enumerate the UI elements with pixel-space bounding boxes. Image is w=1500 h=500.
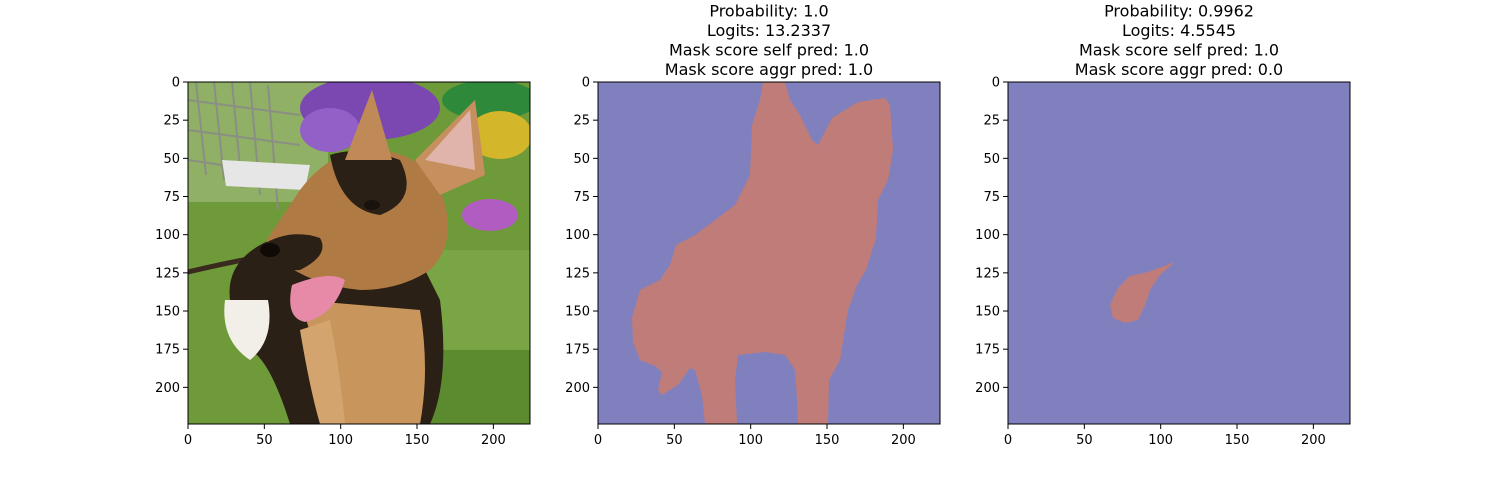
title-line: Mask score aggr pred: 1.0 [665,60,873,79]
mask-background [1008,82,1350,424]
y-tick-label: 75 [163,190,180,205]
x-tick-label: 100 [738,433,763,448]
title-line: Mask score aggr pred: 0.0 [1075,60,1283,79]
y-tick-label: 200 [155,381,180,396]
x-tick-label: 50 [1076,433,1093,448]
panel-mask-tongue-axes: 0 50 100 150 200 0 25 50 75 100 125 150 175 200 [975,76,1326,449]
y-tick-label: 200 [565,381,590,396]
title-line: Mask score self pred: 1.0 [1079,41,1279,60]
y-tick-label: 100 [975,228,1000,243]
title-line: Logits: 4.5545 [1122,21,1236,40]
y-tick-label: 175 [565,343,590,358]
y-tick-label: 50 [983,152,1000,167]
dog-mask-image [598,82,940,424]
tongue-mask-region [1110,262,1175,323]
x-tick-label: 150 [1225,433,1250,448]
y-tick-label: 25 [573,114,590,129]
x-tick-label: 100 [328,433,353,448]
y-tick-label: 75 [983,190,1000,205]
y-tick-label: 200 [975,381,1000,396]
y-tick-label: 100 [565,228,590,243]
y-tick-label: 150 [975,305,1000,320]
x-tick-label: 200 [1301,433,1326,448]
y-tick-label: 125 [565,266,590,281]
y-tick-label: 50 [163,152,180,167]
y-tick-label: 125 [155,266,180,281]
panel-mask-dog-frame [597,81,941,425]
y-tick-label: 25 [983,114,1000,129]
title-line: Probability: 1.0 [709,2,828,21]
y-tick-label: 0 [992,76,1000,91]
x-tick-label: 50 [666,433,683,448]
x-tick-label: 0 [1004,433,1012,448]
dog-mask-region [632,82,893,424]
panel-photo-axes: 0 50 100 150 200 0 25 50 75 100 125 150 175 200 [155,76,506,449]
title-line: Probability: 0.9962 [1104,2,1254,21]
title-line: Logits: 13.2337 [707,21,831,40]
dog-photo-image [188,82,530,424]
y-tick-label: 75 [573,190,590,205]
y-tick-label: 150 [565,305,590,320]
panel-photo-frame [187,81,531,425]
y-tick-label: 0 [172,76,180,91]
panel-photo: 0 50 100 150 200 0 25 50 75 100 125 150 175 200 [155,76,531,449]
x-tick-label: 100 [1148,433,1173,448]
x-tick-label: 0 [184,433,192,448]
y-tick-label: 25 [163,114,180,129]
tongue-mask-image [1008,82,1350,424]
y-tick-label: 175 [155,343,180,358]
y-tick-label: 0 [582,76,590,91]
y-tick-label: 50 [573,152,590,167]
title-line: Mask score self pred: 1.0 [669,41,869,60]
panel-mask-tongue-frame [1007,81,1351,425]
x-tick-label: 200 [481,433,506,448]
x-tick-label: 150 [815,433,840,448]
y-tick-label: 100 [155,228,180,243]
x-tick-label: 0 [594,433,602,448]
y-tick-label: 150 [155,305,180,320]
y-tick-label: 175 [975,343,1000,358]
x-tick-label: 150 [405,433,430,448]
x-tick-label: 50 [256,433,273,448]
panel-mask-dog-axes: 0 50 100 150 200 0 25 50 75 100 125 150 175 200 [565,76,916,449]
x-tick-label: 200 [891,433,916,448]
y-tick-label: 125 [975,266,1000,281]
